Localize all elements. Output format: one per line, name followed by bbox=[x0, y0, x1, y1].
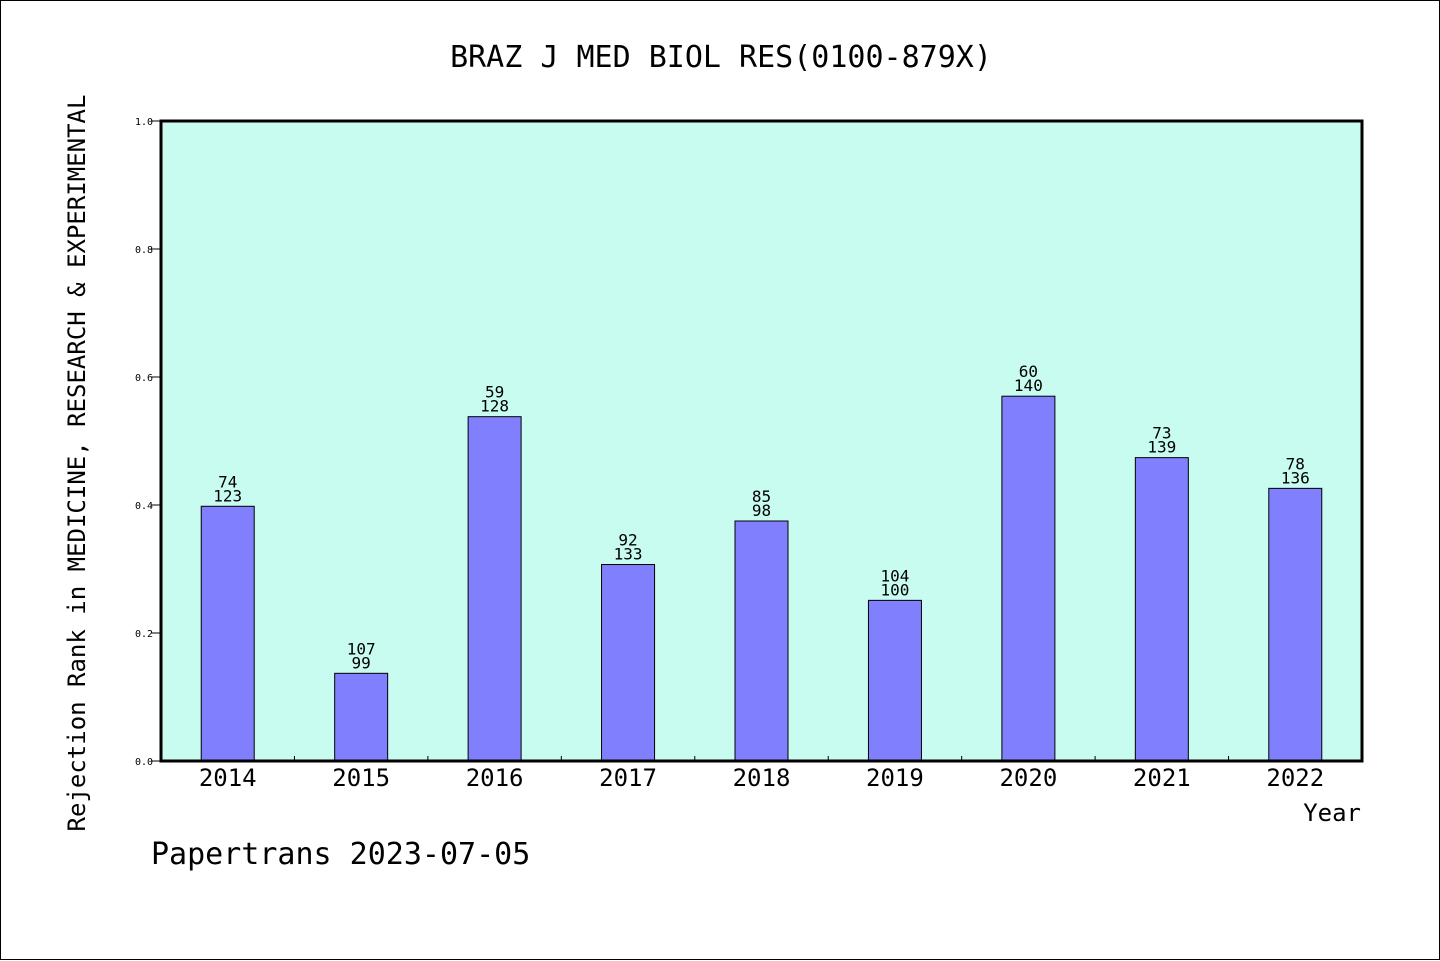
y-tick-label: 0.8 bbox=[135, 245, 153, 256]
bar-total-label: 98 bbox=[752, 501, 771, 520]
bar-2016 bbox=[467, 416, 522, 762]
x-tick-label: 2015 bbox=[332, 764, 390, 792]
x-tick-label: 2016 bbox=[466, 764, 524, 792]
x-tick-label: 2022 bbox=[1266, 764, 1324, 792]
bar-total-label: 123 bbox=[213, 486, 242, 505]
bar-rank-label: 74 bbox=[218, 472, 237, 491]
x-tick-label: 2017 bbox=[599, 764, 657, 792]
chart-title: BRAZ J MED BIOL RES(0100-879X) bbox=[450, 40, 992, 75]
bar-total-label: 133 bbox=[614, 545, 643, 564]
x-tick-labels-group: 2014 2015 2016 2017 2018 2019 2020 2021 2022 bbox=[199, 764, 1324, 792]
bar-total-label: 99 bbox=[352, 653, 371, 672]
bar-rank-label: 107 bbox=[347, 639, 376, 658]
bar-rank-label: 78 bbox=[1286, 454, 1305, 473]
y-tick-label: 1.0 bbox=[135, 117, 153, 128]
y-axis-ticks: 0.0 0.2 0.4 0.6 0.8 1.0 bbox=[135, 117, 161, 768]
bar-2018 bbox=[734, 520, 789, 762]
plot-border bbox=[159, 119, 1364, 763]
bar-rank-label: 60 bbox=[1019, 362, 1038, 381]
bar-rank-label: 85 bbox=[752, 487, 771, 506]
bar-total-label: 128 bbox=[480, 397, 509, 416]
bar-2015 bbox=[334, 672, 389, 762]
bar-rank-label: 104 bbox=[880, 566, 909, 585]
bar-total-label: 140 bbox=[1014, 376, 1043, 395]
bar-total-label: 136 bbox=[1281, 468, 1310, 487]
bar-2021 bbox=[1134, 457, 1189, 762]
bar-2017 bbox=[601, 564, 656, 762]
y-tick-label: 0.6 bbox=[135, 373, 153, 384]
y-axis-label: Rejection Rank in MEDICINE, RESEARCH & E… bbox=[63, 95, 91, 832]
y-tick-label: 0.0 bbox=[135, 757, 153, 768]
bar-rank-label: 59 bbox=[485, 383, 504, 402]
bar-2014 bbox=[200, 505, 255, 762]
x-tick-label: 2021 bbox=[1133, 764, 1191, 792]
bar-2019 bbox=[867, 599, 922, 762]
bar-total-label: 139 bbox=[1147, 438, 1176, 457]
bar-2022 bbox=[1268, 487, 1323, 762]
x-tick-label: 2019 bbox=[866, 764, 924, 792]
bar-rank-label: 92 bbox=[618, 531, 637, 550]
bar-total-label: 100 bbox=[880, 580, 909, 599]
bar-rank-label: 73 bbox=[1152, 424, 1171, 443]
footer-credit: Papertrans 2023-07-05 bbox=[151, 837, 530, 872]
x-tick-label: 2018 bbox=[733, 764, 791, 792]
x-tick-label: 2014 bbox=[199, 764, 257, 792]
x-axis-label: Year bbox=[1303, 799, 1361, 827]
x-tick-label: 2020 bbox=[999, 764, 1057, 792]
y-tick-label: 0.4 bbox=[135, 501, 153, 512]
bars-group bbox=[200, 395, 1323, 762]
y-tick-label: 0.2 bbox=[135, 629, 153, 640]
bar-2020 bbox=[1001, 395, 1056, 762]
